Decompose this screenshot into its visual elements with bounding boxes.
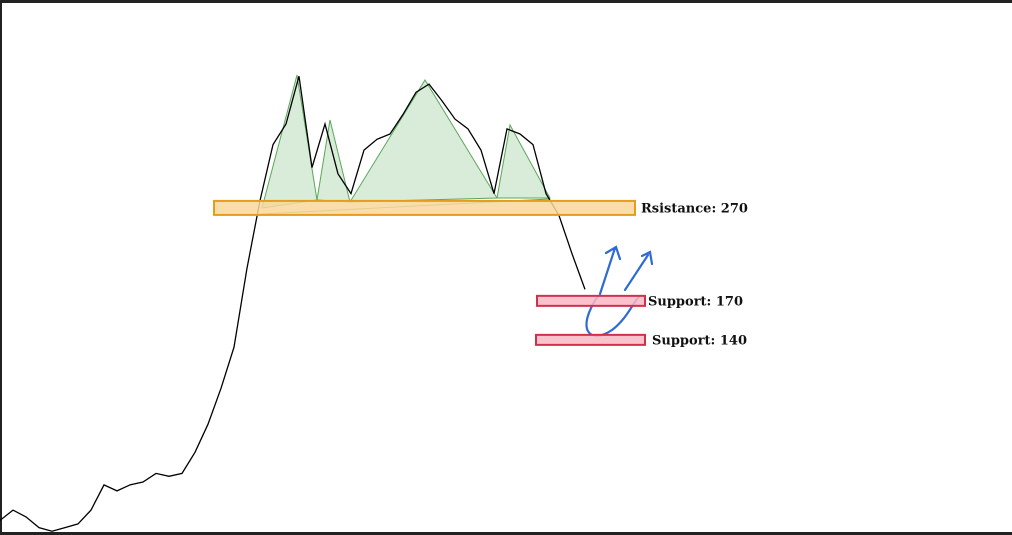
level-label: Rsistance: 270 xyxy=(641,201,748,216)
top-border xyxy=(0,0,1012,3)
left-border xyxy=(0,0,2,535)
level-band xyxy=(213,199,636,216)
plot xyxy=(0,76,586,532)
price-line xyxy=(0,76,586,532)
bottom-border xyxy=(0,532,1012,535)
level-label: Support: 140 xyxy=(652,333,747,348)
arrow-up xyxy=(598,245,622,296)
right-shoulder xyxy=(496,123,551,199)
level-band xyxy=(536,294,646,307)
level-label: Support: 170 xyxy=(648,294,743,309)
pattern xyxy=(261,74,551,215)
arrow-up xyxy=(623,250,654,292)
level-band xyxy=(535,333,646,346)
